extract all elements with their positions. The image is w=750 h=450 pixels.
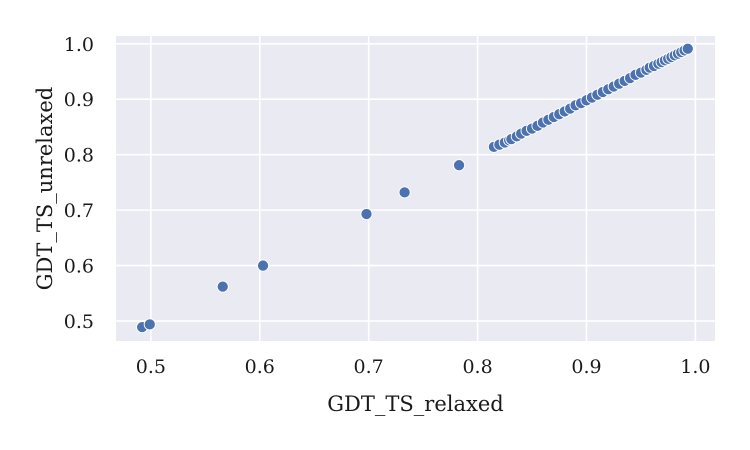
y-tick-label: 0.9 <box>64 89 94 111</box>
y-tick-label: 0.7 <box>64 200 94 222</box>
x-tick-label: 0.5 <box>136 356 166 378</box>
scatter-point <box>256 259 270 272</box>
data-points <box>136 42 694 334</box>
scatter-point <box>453 159 466 172</box>
x-tick-label: 1.0 <box>680 356 710 378</box>
x-tick-labels: 0.5 0.6 0.7 0.8 0.9 1.0 <box>136 356 711 378</box>
y-tick-label: 0.6 <box>64 256 94 278</box>
x-tick-label: 0.8 <box>462 356 492 378</box>
x-tick-label: 0.6 <box>245 356 275 378</box>
y-gridlines <box>116 42 715 322</box>
y-axis-label: GDT_TS_unrelaxed <box>33 87 57 290</box>
scatter-point <box>360 207 373 221</box>
y-tick-label: 0.8 <box>64 145 94 167</box>
y-tick-label: 1.0 <box>64 34 94 56</box>
scatter-point <box>216 280 229 293</box>
x-gridlines <box>150 36 697 341</box>
y-tick-labels: 0.5 0.6 0.7 0.8 0.9 1.0 <box>64 34 94 333</box>
x-axis-label: GDT_TS_relaxed <box>327 392 503 416</box>
x-tick-label: 0.9 <box>571 356 601 378</box>
scatter-point <box>398 186 411 199</box>
scatter-point <box>681 42 694 55</box>
scatter-point <box>143 318 156 331</box>
y-tick-label: 0.5 <box>64 311 94 333</box>
x-tick-label: 0.7 <box>354 356 384 378</box>
